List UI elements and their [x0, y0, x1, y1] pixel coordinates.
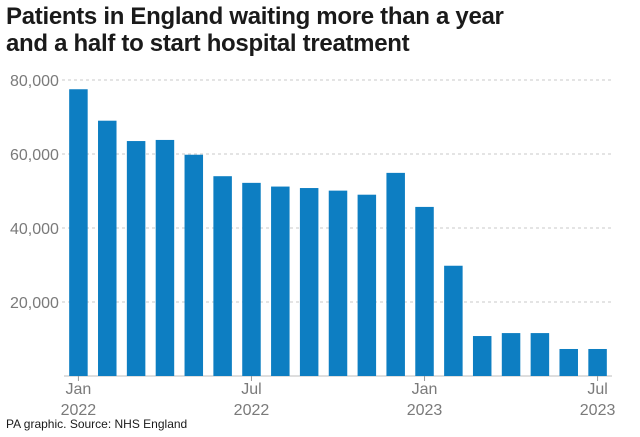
bar-dec-2022 [386, 172, 405, 376]
source-note: PA graphic. Source: NHS England [6, 417, 188, 431]
y-tick-label: 40,000 [10, 221, 59, 238]
x-tick-label: Jul [241, 381, 261, 398]
bar-nov-2022 [357, 194, 377, 376]
chart-title: Patients in England waiting more than a … [6, 3, 634, 57]
x-tick-label: 2023 [407, 402, 443, 419]
bar-feb-2022 [98, 120, 117, 376]
x-tick-label: 2023 [580, 402, 616, 419]
bars [69, 89, 607, 376]
bar-jul-2023 [588, 348, 607, 376]
bar-mar-2023 [472, 336, 492, 376]
bar-jun-2022 [213, 176, 232, 376]
x-tick-label: Jan [412, 381, 438, 398]
x-axis-ticks: Jan 2022 Jul 2022 Jan 2023 Jul 2023 [61, 376, 616, 419]
bar-mar-2022 [126, 141, 146, 376]
bar-aug-2022 [271, 186, 290, 376]
x-tick-label: Jul [587, 381, 607, 398]
bar-may-2023 [530, 333, 550, 376]
bar-apr-2022 [155, 139, 175, 376]
bar-jan-2023 [415, 206, 434, 376]
y-axis-ticks: 20,000 40,000 60,000 80,000 [10, 73, 59, 312]
chart-title-line-2: and a half to start hospital treatment [6, 30, 410, 57]
y-tick-label: 80,000 [10, 73, 59, 90]
y-tick-label: 20,000 [10, 295, 59, 312]
bar-jun-2023 [559, 348, 578, 376]
y-tick-label: 60,000 [10, 147, 59, 164]
bar-jul-2022 [242, 182, 261, 376]
chart-title-line-1: Patients in England waiting more than a … [6, 3, 504, 30]
bar-apr-2023 [501, 333, 521, 376]
bar-oct-2022 [328, 190, 348, 376]
x-tick-label: Jan [66, 381, 92, 398]
bar-feb-2023 [444, 265, 463, 376]
bar-may-2022 [184, 154, 204, 376]
bar-jan-2022 [69, 89, 88, 376]
x-tick-label: 2022 [234, 402, 270, 419]
bar-sep-2022 [299, 188, 319, 376]
x-tick-label: 2022 [61, 402, 97, 419]
